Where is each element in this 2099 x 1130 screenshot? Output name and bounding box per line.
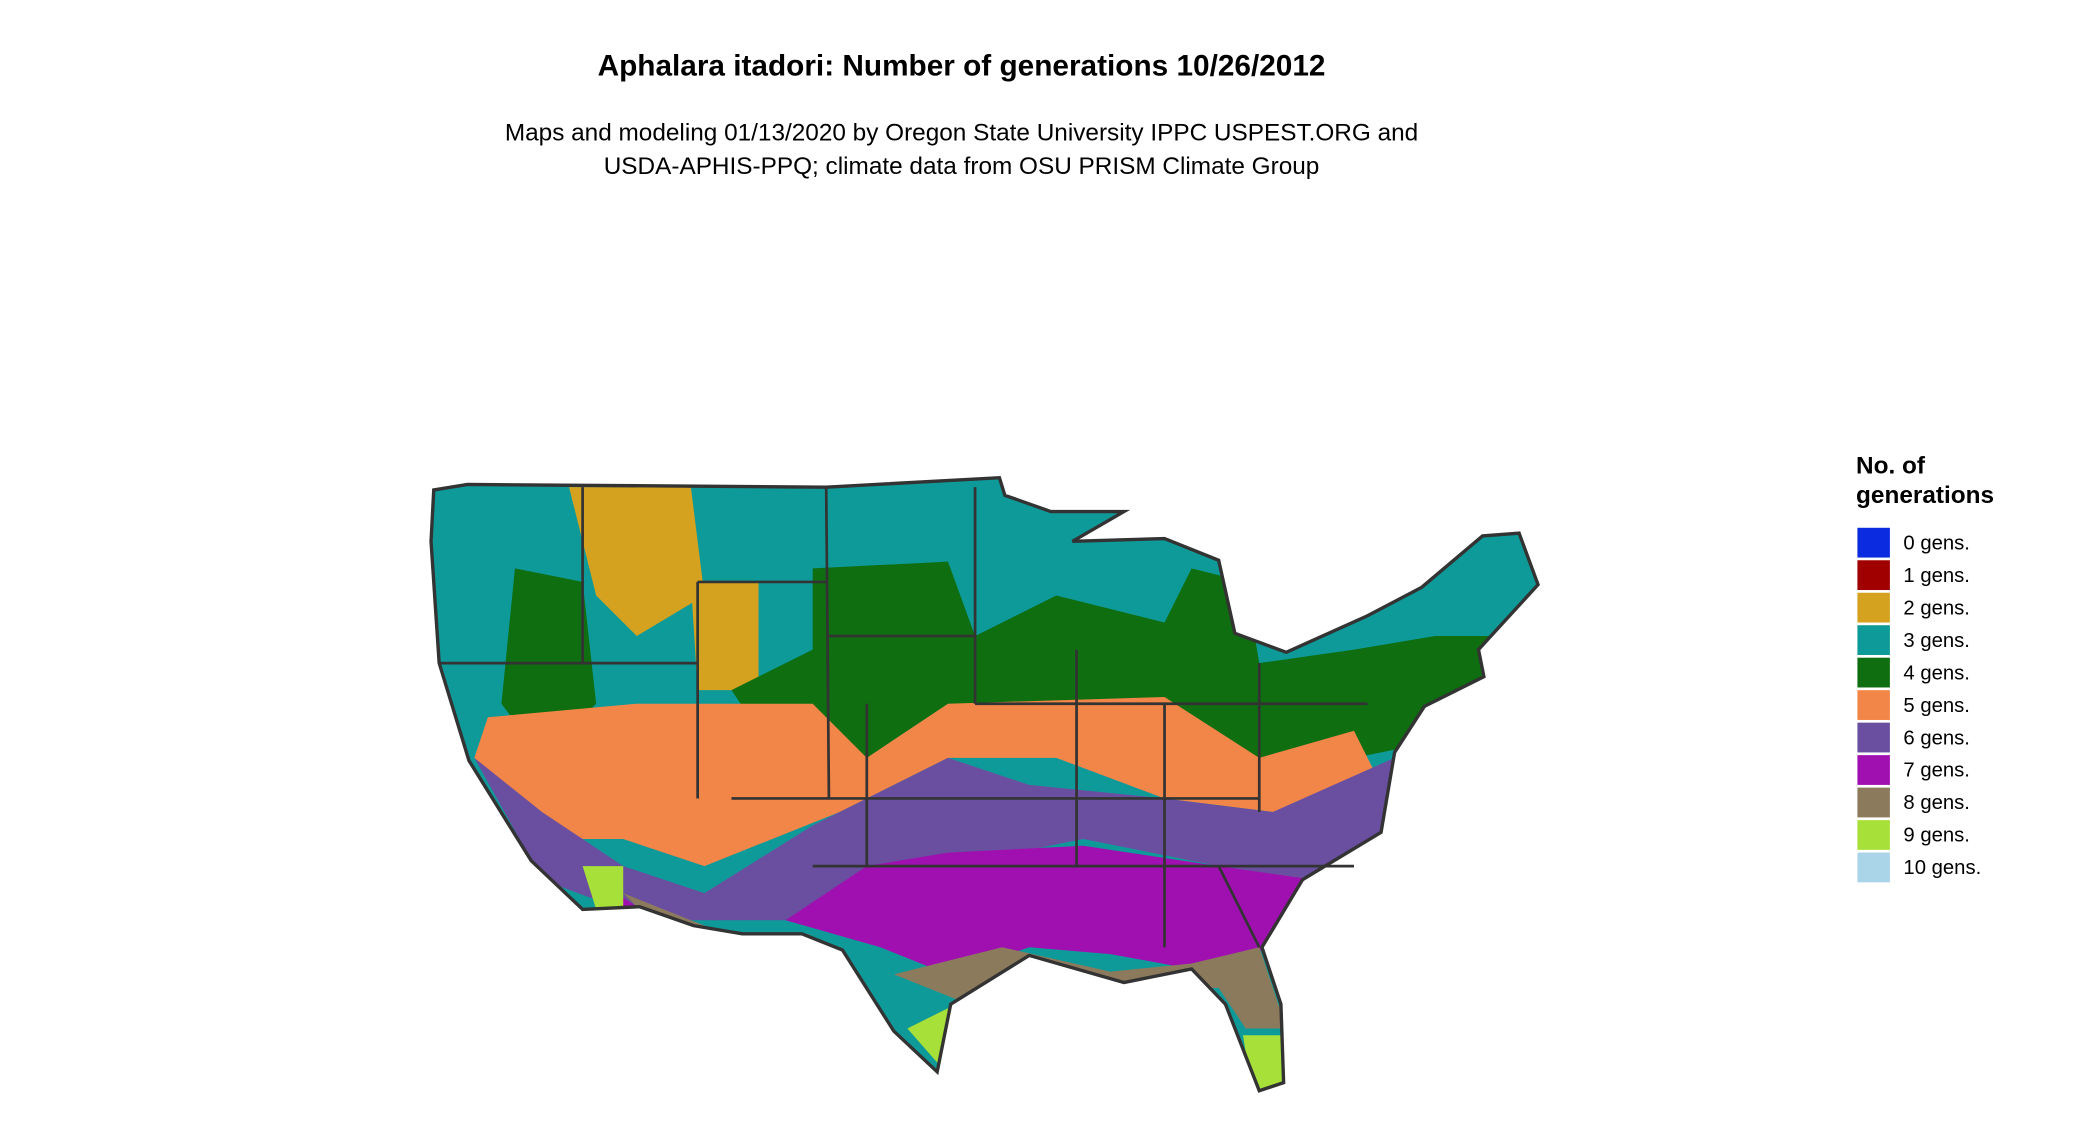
legend-title: No. of <box>1856 452 1926 479</box>
legend-swatch <box>1857 820 1890 850</box>
legend-swatch <box>1857 787 1890 818</box>
legend-swatch <box>1857 560 1890 591</box>
legend-swatch <box>1857 755 1890 785</box>
legend-swatch <box>1857 852 1890 883</box>
map-subtitle: USDA-APHIS-PPQ; climate data from OSU PR… <box>604 153 1320 180</box>
legend-label: 7 gens. <box>1903 760 1970 782</box>
legend-label: 0 gens. <box>1903 532 1970 554</box>
legend-swatch <box>1857 657 1890 688</box>
legend-swatch <box>1857 722 1890 753</box>
legend-label: 2 gens. <box>1903 597 1970 619</box>
legend-label: 4 gens. <box>1903 662 1970 684</box>
legend-label: 9 gens. <box>1903 825 1970 847</box>
legend-swatch <box>1857 527 1890 558</box>
legend-label: 10 gens. <box>1903 857 1981 879</box>
legend-swatch <box>1857 625 1890 655</box>
map-subtitle: Maps and modeling 01/13/2020 by Oregon S… <box>505 119 1418 146</box>
legend: No. of generations 0 gens. 1 gens. 2 gens.… <box>1856 452 1994 883</box>
legend-label: 5 gens. <box>1903 695 1970 717</box>
legend-label: 6 gens. <box>1903 727 1970 749</box>
legend-swatch <box>1857 690 1890 720</box>
state-borders <box>440 487 1368 948</box>
legend-label: 3 gens. <box>1903 630 1970 652</box>
legend-title: generations <box>1856 482 1994 509</box>
legend-label: 1 gens. <box>1903 565 1970 587</box>
map-title: Aphalara itadori: Number of generations … <box>598 50 1326 83</box>
legend-label: 8 gens. <box>1903 792 1970 814</box>
legend-swatch <box>1857 592 1890 623</box>
